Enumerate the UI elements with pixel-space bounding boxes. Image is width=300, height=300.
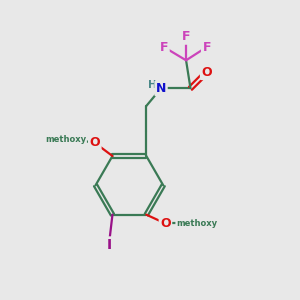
Text: H: H [148, 80, 157, 90]
Text: F: F [182, 30, 190, 43]
Text: F: F [160, 40, 168, 54]
Text: methoxy: methoxy [176, 219, 217, 228]
Text: O: O [89, 136, 100, 149]
Text: O: O [201, 66, 212, 79]
Text: F: F [202, 40, 211, 54]
Text: O: O [160, 217, 171, 230]
Text: I: I [107, 238, 112, 252]
Text: methoxy: methoxy [45, 135, 86, 144]
Text: N: N [156, 82, 166, 95]
